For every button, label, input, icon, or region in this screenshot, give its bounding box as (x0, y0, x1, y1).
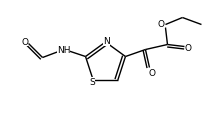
Text: O: O (185, 44, 192, 53)
Text: O: O (21, 38, 28, 47)
Text: O: O (158, 20, 165, 29)
Text: S: S (89, 78, 95, 87)
Text: N: N (103, 37, 110, 46)
Text: O: O (149, 68, 156, 77)
Text: NH: NH (57, 46, 70, 55)
